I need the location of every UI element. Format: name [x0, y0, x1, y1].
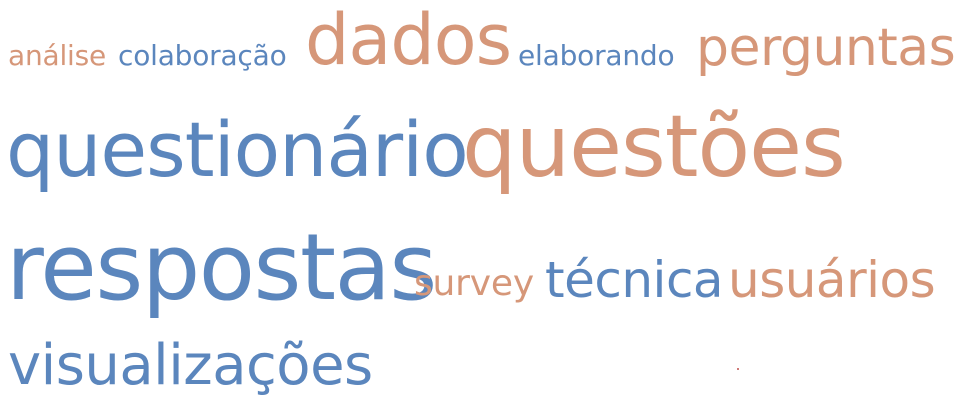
- word-visualizacoes: visualizações: [8, 333, 373, 398]
- word-colaboracao: colaboração: [118, 39, 287, 72]
- word-tecnica: técnica: [545, 251, 724, 309]
- word-questoes: questões: [462, 97, 846, 197]
- word-analise: análise: [8, 39, 107, 72]
- word-usuarios: usuários: [728, 251, 936, 309]
- word-perguntas: perguntas: [696, 18, 956, 78]
- word-elaborando: elaborando: [518, 39, 675, 72]
- word-respostas: respostas: [6, 214, 437, 321]
- decorative-speck: [737, 368, 739, 370]
- word-dados: dados: [305, 0, 512, 81]
- word-survey: survey: [414, 263, 534, 304]
- word-questionario: questionário: [6, 105, 469, 194]
